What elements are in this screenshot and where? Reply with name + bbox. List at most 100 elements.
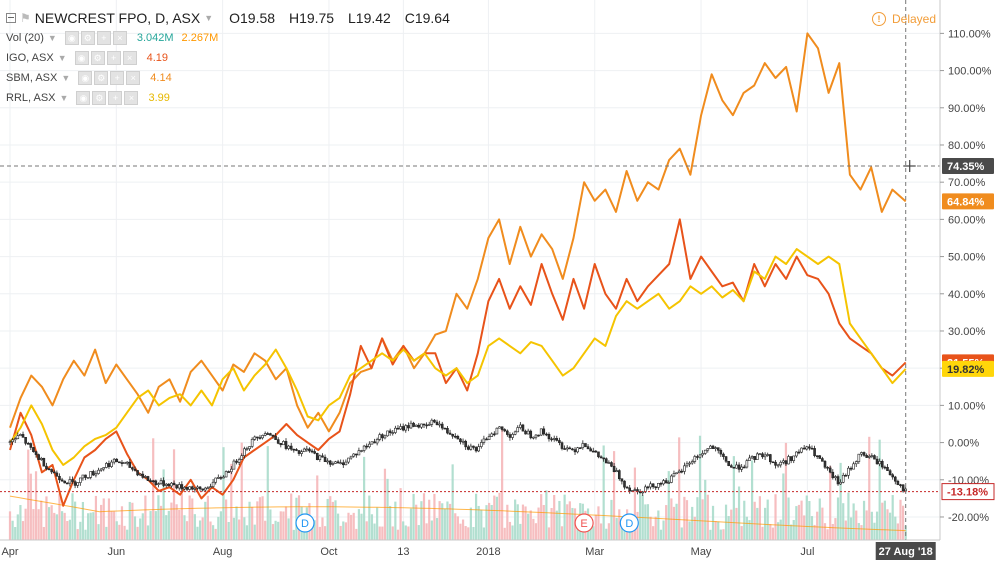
candle-body [84, 474, 87, 478]
candle-body [542, 428, 546, 435]
symbol-title[interactable]: NEWCREST FPO, D, ASX [34, 10, 201, 26]
eye-icon[interactable]: ◉ [76, 91, 91, 105]
candle-body [828, 467, 832, 473]
volume-bar [722, 529, 725, 540]
study-row[interactable]: RRL, ASX ▼ ◉ ⚙ + × 3.99 [6, 88, 460, 108]
chevron-down-icon[interactable]: ▼ [204, 13, 214, 23]
add-icon[interactable]: + [108, 91, 123, 105]
candle-body [813, 448, 816, 456]
candle-body [878, 461, 881, 465]
eye-icon[interactable]: ◉ [78, 71, 93, 85]
candle-body [860, 452, 863, 455]
volume-bar [511, 525, 514, 540]
volume-bar [274, 520, 277, 540]
candle-body [295, 449, 298, 451]
eye-icon[interactable]: ◉ [64, 31, 79, 45]
close-icon[interactable]: × [112, 31, 127, 45]
volume-bar [808, 500, 811, 540]
collapse-icon[interactable] [6, 13, 16, 23]
event-marker[interactable]: E [574, 513, 594, 533]
series-line[interactable] [9, 248, 907, 466]
candle-body [782, 460, 785, 463]
candle-body [123, 461, 126, 464]
volume-bar [154, 511, 157, 540]
study-value: 4.19 [146, 52, 169, 64]
close-icon[interactable]: × [126, 71, 141, 85]
candle-body [230, 468, 233, 473]
candle-body [633, 489, 637, 491]
volume-bar [797, 504, 801, 540]
volume-bar [412, 493, 415, 540]
x-axis[interactable]: Apr Jun Aug Oct 13 2018 Mar May Jul 27 Aug '18 [0, 539, 940, 567]
add-icon[interactable]: + [96, 31, 111, 45]
candle-body [11, 439, 14, 442]
settings-icon[interactable]: ⚙ [90, 51, 105, 65]
close-icon[interactable]: × [124, 91, 139, 105]
candle-body [308, 448, 311, 452]
candle-body [300, 451, 303, 454]
volume-bar [810, 516, 814, 540]
close-icon[interactable]: × [122, 51, 137, 65]
study-name[interactable]: Vol (20) [6, 32, 44, 44]
volume-bar [71, 493, 74, 540]
close-value: C19.64 [404, 10, 450, 26]
chevron-down-icon[interactable]: ▼ [61, 73, 71, 83]
delayed-badge[interactable]: ! Delayed [872, 12, 936, 26]
volume-bar [709, 529, 712, 540]
study-name[interactable]: SBM, ASX [6, 72, 58, 84]
study-name[interactable]: IGO, ASX [6, 52, 54, 64]
volume-bar [855, 510, 858, 540]
event-marker[interactable]: D [295, 513, 315, 533]
candle-body [243, 448, 246, 456]
volume-bar [558, 500, 561, 540]
candle-body [808, 446, 811, 449]
volume-bar [422, 493, 426, 540]
study-row[interactable]: IGO, ASX ▼ ◉ ⚙ + × 4.19 [6, 48, 460, 68]
candle-body [891, 474, 894, 478]
volume-bar [131, 502, 134, 540]
chevron-down-icon[interactable]: ▼ [47, 33, 57, 43]
candle-body [438, 423, 441, 426]
candle-body [373, 441, 376, 444]
study-row[interactable]: Vol (20) ▼ ◉ ⚙ + × 3.042M 2.267M [6, 28, 460, 48]
candle-body [841, 474, 845, 483]
volume-bar [386, 478, 389, 540]
settings-icon[interactable]: ⚙ [94, 71, 109, 85]
candle-body [513, 431, 517, 435]
volume-bar [547, 527, 551, 540]
date-tag-bg [875, 542, 936, 560]
volume-bar [868, 436, 871, 540]
series-value-tag-bg [942, 360, 994, 377]
series-line[interactable] [9, 218, 907, 507]
add-icon[interactable]: + [110, 71, 125, 85]
add-icon[interactable]: + [106, 51, 121, 65]
candle-body [797, 451, 801, 454]
event-marker[interactable]: D [619, 513, 639, 533]
volume-bar [719, 529, 722, 540]
y-axis[interactable]: 110.00% 100.00% 90.00% 80.00% 70.00% 60.00% 50… [939, 0, 1001, 567]
settings-icon[interactable]: ⚙ [80, 31, 95, 45]
chevron-down-icon[interactable]: ▼ [59, 93, 69, 103]
candle-body [506, 430, 509, 435]
study-row[interactable]: SBM, ASX ▼ ◉ ⚙ + × 4.14 [6, 68, 460, 88]
candle-body [758, 453, 762, 456]
candle-body [172, 482, 176, 486]
volume-bar [818, 498, 821, 540]
candle-body [763, 454, 767, 458]
x-tick-label: Aug [213, 546, 233, 558]
candle-body [55, 472, 59, 477]
series-line[interactable] [9, 32, 907, 433]
study-name[interactable]: RRL, ASX [6, 92, 56, 104]
candle-body [71, 479, 74, 482]
volume-bar [47, 507, 51, 540]
candle-body [399, 426, 402, 430]
volume-bar [514, 499, 517, 540]
settings-icon[interactable]: ⚙ [92, 91, 107, 105]
chevron-down-icon[interactable]: ▼ [57, 53, 67, 63]
eye-icon[interactable]: ◉ [74, 51, 89, 65]
volume-bar [417, 525, 420, 540]
flag-icon[interactable]: ⚑ [20, 11, 31, 25]
candle-body [167, 483, 171, 487]
